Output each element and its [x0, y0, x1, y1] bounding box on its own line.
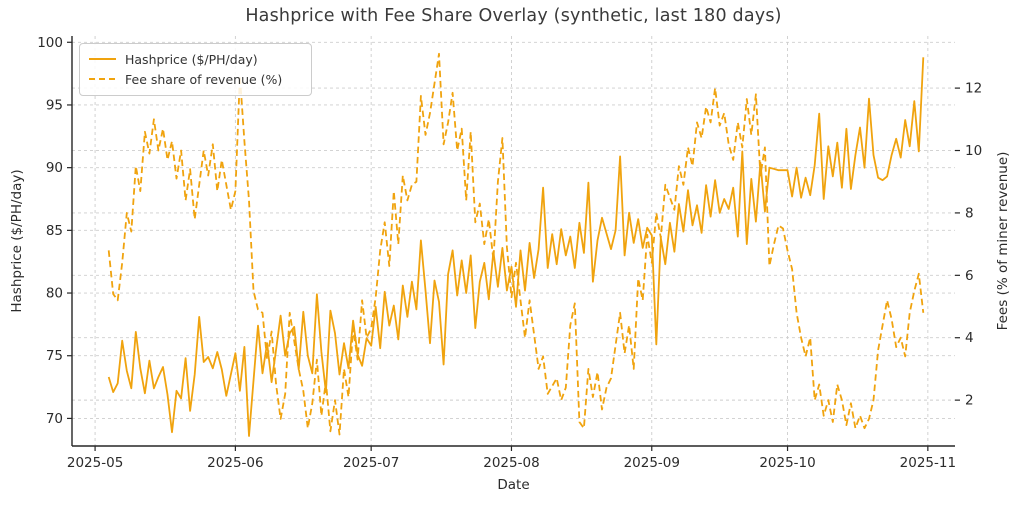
- y-tick-label-right: 12: [965, 81, 982, 97]
- fee-share-line-swatch: [89, 77, 116, 81]
- x-tick-label: 2025-05: [67, 455, 123, 471]
- x-tick-label: 2025-07: [343, 455, 399, 471]
- y-tick-label-right: 4: [965, 330, 974, 346]
- x-tick-label: 2025-11: [900, 455, 956, 471]
- legend-item-hashprice: Hashprice ($/PH/day): [89, 49, 301, 69]
- chart-title: Hashprice with Fee Share Overlay (synthe…: [245, 6, 782, 26]
- fee-share-series-line: [107, 52, 925, 436]
- legend-label-fee-share: Fee share of revenue (%): [125, 71, 283, 87]
- x-tick-label: 2025-09: [624, 455, 680, 471]
- y-tick-label-right: 6: [965, 268, 974, 284]
- legend-label-hashprice: Hashprice ($/PH/day): [125, 51, 258, 67]
- x-axis-label: Date: [497, 477, 530, 493]
- hashprice-series-line: [107, 57, 925, 437]
- y-axis-label-left: Hashprice ($/PH/day): [9, 169, 25, 313]
- y-tick-label-left: 70: [46, 411, 63, 427]
- hashprice-line-swatch: [89, 57, 116, 61]
- y-tick-label-left: 75: [46, 348, 63, 364]
- x-tick-label: 2025-10: [759, 455, 815, 471]
- y-tick-label-left: 95: [46, 97, 63, 113]
- y-tick-label-right: 8: [965, 205, 974, 221]
- y-tick-label-right: 2: [965, 393, 974, 409]
- y-tick-label-left: 90: [46, 160, 63, 176]
- x-tick-label: 2025-08: [483, 455, 539, 471]
- legend-item-fee-share: Fee share of revenue (%): [89, 69, 301, 89]
- y-tick-label-left: 80: [46, 286, 63, 302]
- x-tick-label: 2025-06: [207, 455, 263, 471]
- y-axis-label-right: Fees (% of miner revenue): [995, 151, 1011, 331]
- y-tick-label-right: 10: [965, 143, 982, 159]
- y-tick-label-left: 100: [37, 35, 63, 51]
- legend: Hashprice ($/PH/day) Fee share of revenu…: [79, 43, 312, 96]
- y-tick-label-left: 85: [46, 223, 63, 239]
